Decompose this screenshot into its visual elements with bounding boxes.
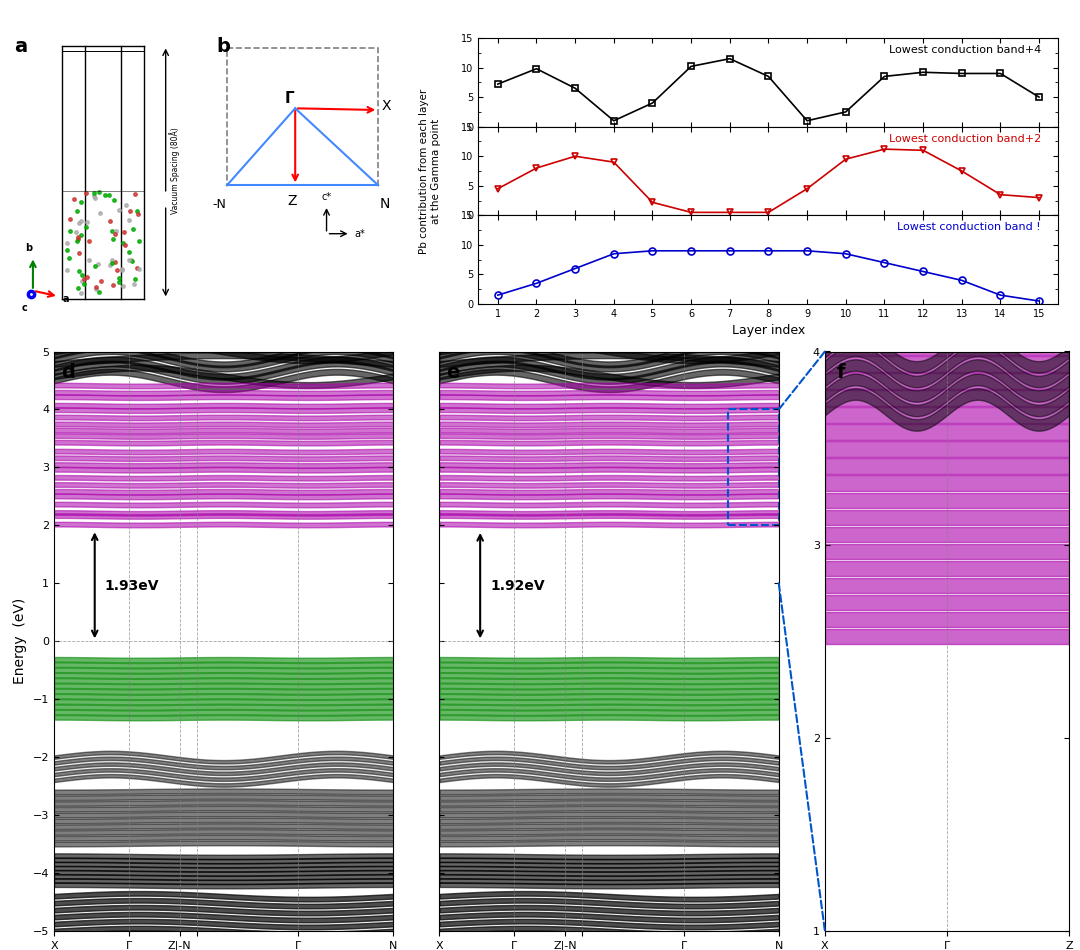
Text: 1.93eV: 1.93eV — [105, 579, 160, 593]
Text: Lowest conduction band !: Lowest conduction band ! — [897, 222, 1041, 233]
Text: f: f — [837, 363, 846, 382]
Text: a*: a* — [354, 229, 365, 238]
Text: Vacuum Spacing (80Å): Vacuum Spacing (80Å) — [170, 127, 180, 215]
Text: e: e — [446, 363, 460, 382]
Text: Lowest conduction band+2: Lowest conduction band+2 — [889, 134, 1041, 143]
Text: Z: Z — [288, 194, 297, 208]
Text: c*: c* — [321, 192, 332, 201]
Text: b: b — [216, 37, 230, 56]
Text: c: c — [22, 303, 28, 313]
Text: b: b — [26, 243, 32, 253]
Bar — [728, 409, 779, 525]
Y-axis label: Energy  (eV): Energy (eV) — [13, 598, 27, 684]
Text: X: X — [382, 99, 391, 113]
Text: 1.92eV: 1.92eV — [490, 579, 545, 593]
Text: N: N — [380, 197, 390, 211]
Text: a: a — [14, 37, 28, 56]
Text: Lowest conduction band+4: Lowest conduction band+4 — [889, 45, 1041, 55]
Bar — [227, 48, 378, 185]
Text: -N: -N — [213, 198, 226, 211]
Text: a: a — [63, 294, 69, 304]
Text: d: d — [60, 363, 75, 382]
Text: Pb contribution from each layer
at the Gamma point: Pb contribution from each layer at the G… — [419, 88, 441, 254]
X-axis label: Layer index: Layer index — [732, 324, 805, 337]
Text: Γ: Γ — [284, 90, 294, 105]
